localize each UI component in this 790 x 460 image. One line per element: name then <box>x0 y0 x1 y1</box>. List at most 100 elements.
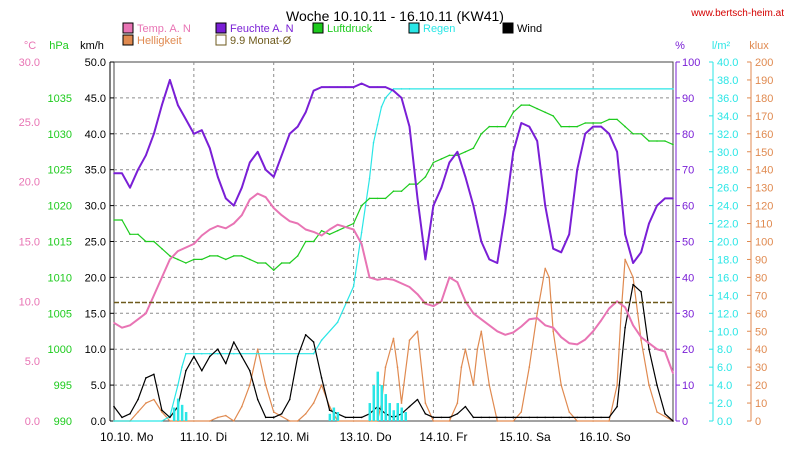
wind-tick-label: 20.0 <box>85 272 106 284</box>
series-point-temp <box>185 246 187 249</box>
series-point-humidity <box>616 151 618 153</box>
series-point-temp <box>536 317 538 319</box>
series-point-humidity <box>121 172 123 175</box>
series-point-temp <box>600 319 602 322</box>
rain-bar <box>404 412 407 421</box>
series-point-brightness <box>272 411 275 413</box>
series-point-pressure <box>217 255 219 257</box>
series-point-rain <box>193 352 195 355</box>
series-point-humidity <box>241 186 243 189</box>
series-point-pressure <box>225 258 227 261</box>
series-point-temp <box>193 243 195 245</box>
series-point-brightness <box>352 420 355 422</box>
series-point-pressure <box>376 197 379 200</box>
series-point-brightness <box>256 348 259 351</box>
series-point-humidity <box>304 111 307 114</box>
legend-label: Helligkeit <box>137 35 182 47</box>
series-line-temp <box>113 192 674 374</box>
series-point-wind <box>201 369 203 372</box>
rain-tick-label: 12.0 <box>717 308 738 320</box>
x-day-label: 15.10. Sa <box>499 430 551 444</box>
series-point-humidity <box>664 197 666 200</box>
series-point-wind <box>632 283 634 286</box>
series-point-brightness <box>608 420 610 422</box>
series-point-temp <box>472 312 475 315</box>
series-point-pressure <box>640 133 642 135</box>
series-point-humidity <box>288 133 291 135</box>
wind-tick-label: 0.0 <box>91 416 106 428</box>
series-point-humidity <box>392 89 395 92</box>
series-point-wind <box>296 355 299 358</box>
rain-tick-label: 34.0 <box>717 111 738 123</box>
series-point-humidity <box>209 147 211 149</box>
series-point-rain <box>233 352 235 355</box>
series-point-brightness <box>496 420 499 422</box>
series-point-wind <box>608 416 610 419</box>
series-point-rain <box>376 124 379 126</box>
axis-units: °C hPa km/h% l/m² klux <box>24 40 769 52</box>
series-point-temp <box>344 226 347 228</box>
series-point-humidity <box>520 122 523 124</box>
series-point-wind <box>504 416 507 419</box>
series-point-wind <box>616 405 618 408</box>
pressure-tick-label: 1025 <box>48 165 72 177</box>
series-point-temp <box>169 258 171 261</box>
wind-tick-label: 35.0 <box>85 165 106 177</box>
rain-bar <box>184 412 188 421</box>
series-point-temp <box>145 312 147 315</box>
series-point-brightness <box>576 420 578 422</box>
series-point-pressure <box>616 118 618 121</box>
series-point-humidity <box>169 79 171 81</box>
series-point-temp <box>201 234 203 237</box>
temp-tick-label: 25.0 <box>19 117 40 129</box>
series-point-temp <box>616 300 618 303</box>
rain-tick-label: 0.0 <box>717 416 732 428</box>
series-point-pressure <box>129 233 131 236</box>
series-point-wind <box>312 341 315 343</box>
temp-tick-label: 0.0 <box>25 416 40 428</box>
series-point-humidity <box>368 86 371 88</box>
series-point-brightness <box>241 405 243 408</box>
series-point-temp <box>424 302 427 305</box>
humidity-axis-unit: % <box>675 40 685 52</box>
series-point-pressure <box>280 262 283 264</box>
series-point-temp <box>288 220 291 222</box>
series-point-pressure <box>145 240 147 243</box>
series-point-temp <box>177 250 179 252</box>
right-axes: 01020304050607080901000.02.04.06.08.010.… <box>675 57 773 428</box>
series-point-brightness <box>456 402 459 404</box>
series-point-wind <box>225 362 227 365</box>
series-point-rain <box>380 106 383 108</box>
series-point-temp <box>352 228 355 231</box>
series-point-temp <box>632 324 634 327</box>
series-point-pressure <box>352 222 355 225</box>
series-point-wind <box>424 413 427 415</box>
brightness-tick-label: 100 <box>755 237 773 249</box>
series-point-pressure <box>656 140 658 142</box>
series-point-humidity <box>416 197 419 200</box>
brightness-tick-label: 70 <box>755 290 767 302</box>
rain-tick-label: 20.0 <box>717 237 738 249</box>
series-point-rain <box>312 352 315 355</box>
pressure-tick-label: 990 <box>54 416 72 428</box>
wind-tick-label: 15.0 <box>85 308 106 320</box>
series-point-brightness <box>416 330 419 333</box>
series-point-wind <box>528 416 531 419</box>
series-point-brightness <box>476 348 479 351</box>
series-point-brightness <box>320 384 323 386</box>
chart-title: Woche 10.10.11 - 16.10.11 (KW41) <box>286 8 504 24</box>
pressure-tick-label: 1035 <box>48 93 72 105</box>
series-point-wind <box>432 416 435 419</box>
series-point-wind <box>520 416 523 419</box>
brightness-tick-label: 30 <box>755 362 767 374</box>
series-point-brightness <box>512 420 515 422</box>
rain-bar <box>376 371 380 421</box>
series-point-brightness <box>620 312 622 315</box>
series-point-temp <box>153 294 155 297</box>
series-point-wind <box>584 416 586 419</box>
website-label: www.bertsch-heim.at <box>690 8 784 19</box>
series-point-brightness <box>448 420 451 422</box>
series-point-temp <box>376 279 379 281</box>
series-point-humidity <box>193 133 195 135</box>
series-layer <box>113 78 674 422</box>
